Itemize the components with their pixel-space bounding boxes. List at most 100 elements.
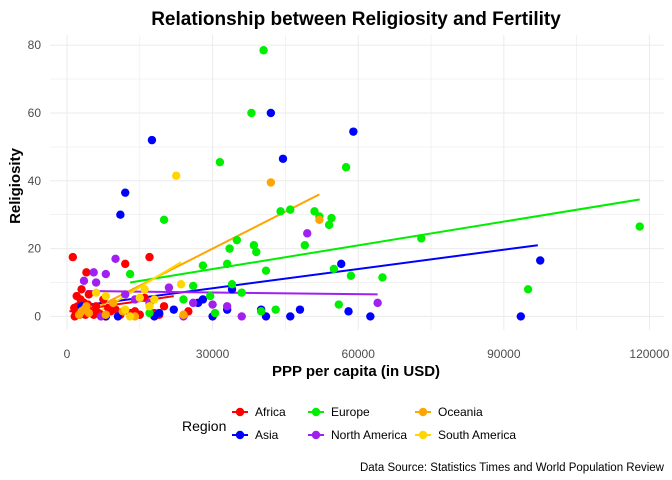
data-point xyxy=(84,308,94,318)
x-axis-ticks: 0 30000 60000 90000 120000 xyxy=(64,347,670,361)
data-point xyxy=(266,108,276,118)
data-point xyxy=(249,241,259,250)
x-tick-label: 120000 xyxy=(629,347,669,361)
x-tick-label: 90000 xyxy=(487,347,521,361)
data-point xyxy=(145,252,154,262)
data-point xyxy=(278,154,288,163)
data-point xyxy=(252,247,261,257)
data-point xyxy=(341,163,351,172)
legend-key xyxy=(232,407,248,417)
data-point xyxy=(150,295,159,304)
legend-marker xyxy=(235,407,245,417)
data-point xyxy=(145,302,154,311)
y-tick-label: 20 xyxy=(28,242,42,256)
x-tick-label: 60000 xyxy=(342,347,376,361)
y-tick-label: 0 xyxy=(34,309,41,323)
legend-label: North America xyxy=(331,428,407,442)
data-point xyxy=(247,108,256,118)
data-point xyxy=(516,312,526,321)
legend-marker xyxy=(311,430,321,440)
data-point xyxy=(635,222,644,231)
data-point xyxy=(121,290,130,299)
data-point xyxy=(295,305,305,314)
data-point xyxy=(101,310,111,319)
data-point xyxy=(327,213,336,223)
y-tick-label: 40 xyxy=(28,174,42,188)
data-point xyxy=(125,312,135,321)
legend-label: Oceania xyxy=(438,405,483,419)
data-point xyxy=(210,308,220,318)
data-point xyxy=(164,283,174,292)
data-point xyxy=(91,278,101,287)
grid xyxy=(50,35,664,330)
data-point xyxy=(108,298,118,308)
data-point xyxy=(256,307,266,316)
data-point xyxy=(215,157,225,167)
data-point xyxy=(227,280,237,289)
data-point xyxy=(417,234,426,243)
legend-key xyxy=(232,430,248,440)
data-point xyxy=(91,302,101,311)
data-point xyxy=(82,268,91,277)
data-point xyxy=(536,256,545,265)
data-point xyxy=(82,302,91,311)
data-point xyxy=(378,273,387,282)
data-point xyxy=(237,312,246,321)
legend-marker xyxy=(418,430,428,440)
data-point xyxy=(237,288,246,297)
trend-line xyxy=(129,198,640,284)
data-point xyxy=(125,269,135,279)
data-point xyxy=(259,46,268,55)
data-point xyxy=(344,307,353,316)
data-point xyxy=(276,207,285,216)
data-point xyxy=(329,264,339,274)
data-point xyxy=(147,135,157,145)
data-point xyxy=(205,291,215,301)
data-point xyxy=(179,295,188,304)
data-point xyxy=(261,266,271,275)
legend-marker xyxy=(235,430,245,440)
data-point xyxy=(77,285,86,294)
data-point xyxy=(300,241,310,250)
data-point xyxy=(116,210,125,219)
legend-marker xyxy=(418,407,428,417)
data-point xyxy=(271,305,280,314)
data-point xyxy=(101,269,111,279)
data-point xyxy=(89,268,98,277)
data-point xyxy=(286,312,295,321)
data-point xyxy=(303,229,312,238)
y-tick-label: 80 xyxy=(28,38,42,52)
data-point xyxy=(79,276,89,286)
y-axis-ticks: 0 20 40 60 80 xyxy=(28,38,42,323)
data-point xyxy=(337,259,346,269)
data-point xyxy=(135,293,144,302)
data-point xyxy=(366,312,375,321)
data-point xyxy=(349,127,358,136)
data-point xyxy=(324,220,334,230)
data-point xyxy=(121,305,130,314)
data-point xyxy=(121,188,130,197)
legend-marker xyxy=(311,407,321,417)
data-point xyxy=(68,252,78,262)
data-point xyxy=(159,215,169,224)
data-point xyxy=(179,310,188,319)
legend-title: Region xyxy=(182,418,226,434)
legend-key xyxy=(415,407,431,417)
data-point xyxy=(222,302,232,311)
data-point xyxy=(523,285,533,294)
legend-label: Asia xyxy=(255,428,279,442)
legend-label: Africa xyxy=(255,405,286,419)
data-point xyxy=(286,205,295,214)
data-point xyxy=(159,302,169,311)
data-point xyxy=(169,305,178,314)
data-point xyxy=(266,178,276,187)
data-point xyxy=(140,285,149,294)
data-source-caption: Data Source: Statistics Times and World … xyxy=(360,462,665,474)
data-point xyxy=(72,291,81,301)
legend: Region Africa Asia Europe North America Ocea… xyxy=(182,405,516,442)
data-point xyxy=(176,280,186,289)
data-point xyxy=(91,288,101,297)
data-point xyxy=(232,235,242,245)
chart-title: Relationship between Religiosity and Fer… xyxy=(151,9,561,30)
